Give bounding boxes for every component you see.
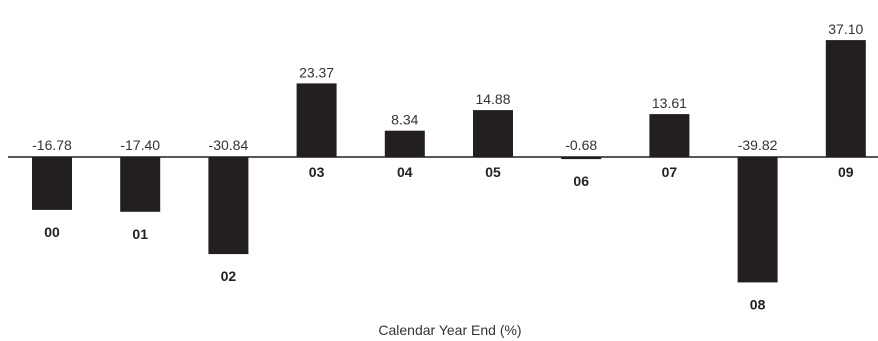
bar-02 — [208, 157, 249, 255]
category-label-02: 02 — [221, 268, 237, 284]
bars-group — [32, 40, 866, 283]
value-label-03: 23.37 — [299, 64, 334, 80]
bar-04 — [384, 130, 425, 157]
bar-00 — [32, 157, 72, 210]
bar-05 — [473, 110, 513, 157]
category-label-00: 00 — [44, 224, 60, 240]
value-label-02: -30.84 — [209, 137, 249, 153]
x-axis-title: Calendar Year End (%) — [378, 322, 521, 338]
bar-01 — [120, 157, 161, 212]
value-label-09: 37.10 — [828, 21, 863, 37]
labels-group: -16.78 00 -17.40 01 -30.84 02 23.37 03 8.34 04 14.… — [32, 21, 863, 312]
category-label-04: 04 — [397, 164, 413, 180]
value-label-00: -16.78 — [32, 137, 72, 153]
bar-08 — [737, 157, 778, 283]
category-label-01: 01 — [132, 226, 148, 242]
bar-09 — [825, 40, 866, 157]
category-label-08: 08 — [750, 296, 766, 312]
category-label-06: 06 — [573, 173, 589, 189]
value-label-05: 14.88 — [475, 91, 510, 107]
value-label-06: -0.68 — [565, 137, 597, 153]
value-label-04: 8.34 — [391, 112, 418, 128]
bar-07 — [649, 114, 690, 157]
category-label-03: 03 — [309, 164, 325, 180]
bar-06 — [561, 157, 602, 160]
value-label-01: -17.40 — [120, 137, 160, 153]
category-label-09: 09 — [838, 164, 854, 180]
category-label-05: 05 — [485, 164, 501, 180]
value-label-07: 13.61 — [652, 95, 687, 111]
category-label-07: 07 — [662, 164, 678, 180]
bar-03 — [296, 83, 337, 157]
value-label-08: -39.82 — [738, 137, 778, 153]
